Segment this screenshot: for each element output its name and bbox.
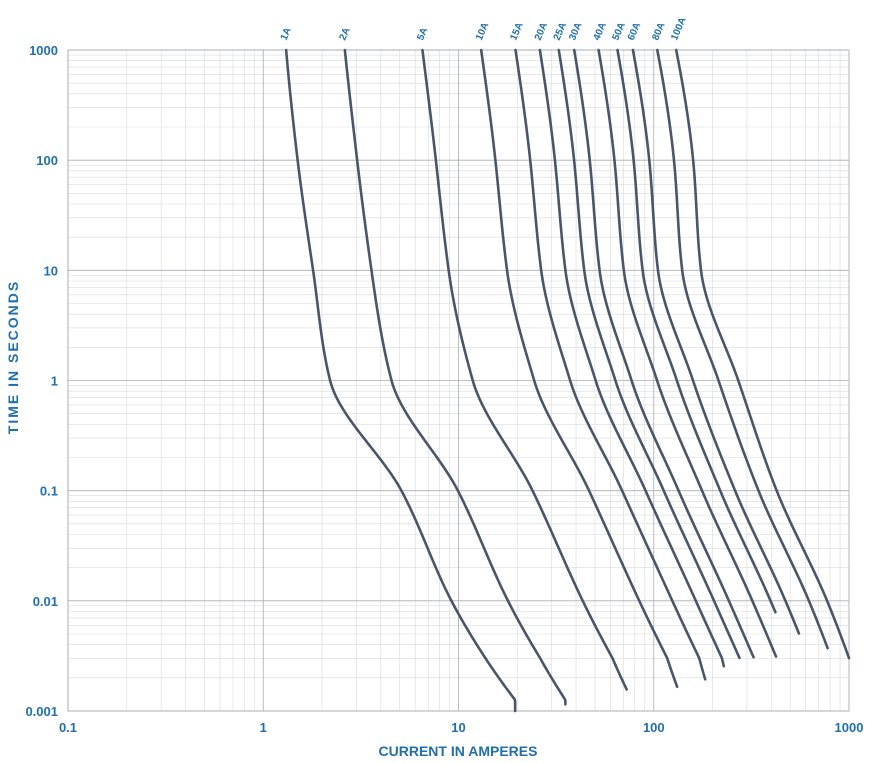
svg-text:100: 100 (36, 153, 58, 168)
svg-text:0.01: 0.01 (33, 594, 58, 609)
svg-text:0.001: 0.001 (25, 704, 58, 719)
svg-text:0.1: 0.1 (59, 720, 77, 735)
svg-text:1000: 1000 (835, 720, 864, 735)
svg-text:10: 10 (451, 720, 465, 735)
svg-text:TIME IN SECONDS: TIME IN SECONDS (5, 280, 21, 434)
svg-text:0.1: 0.1 (40, 484, 58, 499)
svg-text:100: 100 (643, 720, 665, 735)
svg-text:1: 1 (260, 720, 267, 735)
svg-text:1000: 1000 (29, 43, 58, 58)
svg-text:1: 1 (51, 374, 58, 389)
svg-text:10: 10 (44, 263, 58, 278)
svg-text:CURRENT IN AMPERES: CURRENT IN AMPERES (379, 743, 538, 759)
